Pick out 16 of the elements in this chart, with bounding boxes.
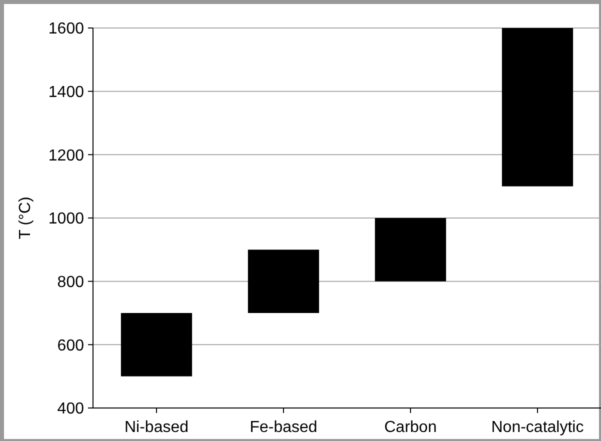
x-tick-label: Ni-based	[124, 419, 189, 436]
y-tick-label: 1200	[48, 147, 84, 164]
y-tick-label: 800	[57, 274, 84, 291]
bar	[374, 218, 446, 282]
bar	[502, 28, 574, 186]
bar	[248, 250, 320, 313]
y-axis-title: T (°C)	[17, 196, 34, 240]
x-tick-label: Carbon	[384, 419, 437, 436]
y-tick-label: 1000	[48, 210, 84, 228]
y-tick-label: 1600	[48, 20, 84, 38]
y-tick-label: 600	[57, 337, 84, 354]
y-tick-label: 400	[57, 400, 84, 418]
bar	[120, 313, 192, 376]
x-tick-label: Fe-based	[250, 419, 318, 436]
x-tick-label: Non-catalytic	[491, 419, 584, 436]
y-tick-label: 1400	[48, 84, 84, 101]
